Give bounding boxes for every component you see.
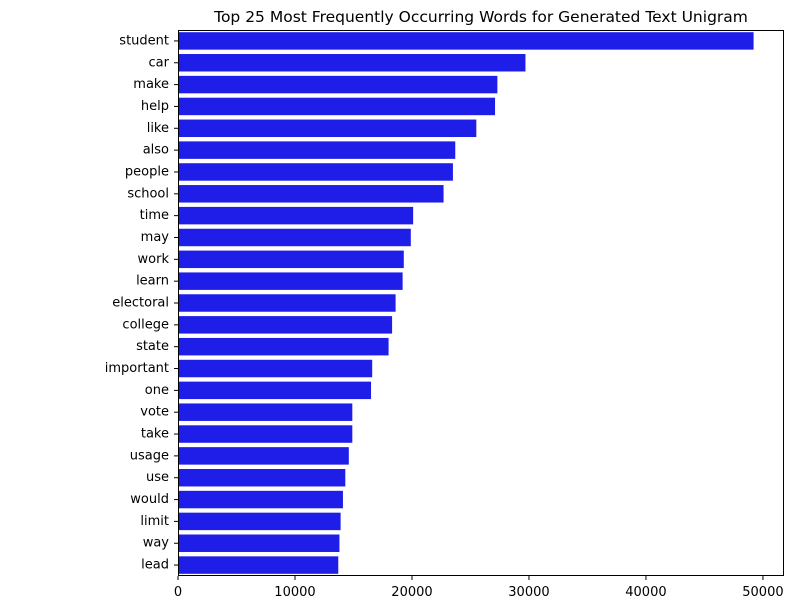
y-tick-label: make [133, 77, 169, 92]
y-tick-label: important [105, 361, 169, 376]
x-tick-label: 0 [174, 585, 182, 600]
y-tick-label: learn [136, 274, 169, 289]
y-tick-label: electoral [112, 296, 169, 311]
bar-people [178, 163, 453, 181]
x-tick-label: 30000 [508, 585, 549, 600]
y-tick-label: limit [140, 514, 169, 529]
y-tick-label: use [146, 470, 169, 485]
bar-use [178, 468, 346, 487]
y-tick-label: take [141, 427, 169, 442]
bar-take [178, 425, 353, 443]
x-tick-label: 20000 [391, 585, 432, 600]
y-tick-label: lead [141, 558, 169, 573]
bar-would [178, 490, 343, 509]
y-tick-label: usage [130, 448, 169, 463]
y-tick-label: may [141, 230, 170, 245]
bar-lead [178, 556, 339, 574]
bar-make [178, 75, 498, 94]
y-tick-label: school [127, 186, 169, 201]
bar-usage [178, 447, 349, 465]
y-axis-ticks: student car make help like also people school ti… [105, 33, 178, 573]
y-tick-label: car [149, 55, 170, 70]
y-tick-label: also [143, 143, 169, 158]
bar-electoral [178, 294, 396, 312]
bar-may [178, 228, 411, 247]
y-tick-label: like [147, 121, 169, 136]
bar-limit [178, 512, 341, 531]
x-tick-label: 40000 [625, 585, 666, 600]
y-tick-label: college [122, 317, 169, 332]
plot-frame [178, 30, 784, 576]
y-tick-label: state [136, 339, 169, 354]
bar-like [178, 119, 477, 138]
bars-group [178, 32, 754, 574]
y-tick-label: one [145, 383, 169, 398]
y-tick-label: way [143, 536, 170, 551]
bar-also [178, 141, 456, 159]
y-tick-label: vote [140, 405, 169, 420]
y-tick-label: would [130, 492, 169, 507]
y-tick-label: people [125, 164, 169, 179]
bar-work [178, 250, 404, 269]
bar-time [178, 206, 414, 225]
chart-title: Top 25 Most Frequently Occurring Words f… [213, 8, 748, 26]
y-tick-label: student [119, 33, 169, 48]
bar-student [178, 32, 754, 50]
bar-college [178, 316, 393, 334]
bar-vote [178, 403, 353, 421]
y-tick-label: time [140, 208, 169, 223]
bar-one [178, 381, 372, 400]
bar-important [178, 359, 373, 378]
bar-state [178, 337, 389, 356]
x-tick-label: 10000 [274, 585, 315, 600]
y-tick-label: help [141, 99, 169, 114]
bar-way [178, 534, 340, 552]
bar-learn [178, 272, 403, 290]
y-tick-label: work [138, 252, 170, 267]
bar-school [178, 185, 444, 203]
x-tick-label: 50000 [742, 585, 783, 600]
bar-help [178, 97, 496, 116]
bar-car [178, 54, 526, 72]
x-axis-ticks: 0 10000 20000 30000 40000 50000 [174, 576, 784, 600]
